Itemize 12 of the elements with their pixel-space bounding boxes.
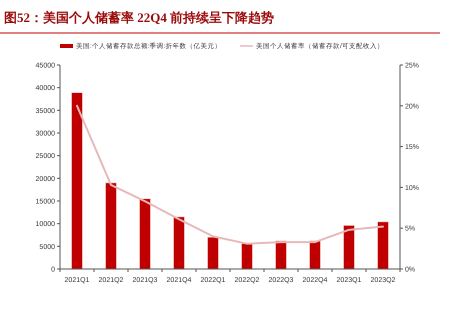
bar <box>139 198 151 270</box>
bar <box>173 216 185 270</box>
bar <box>309 240 321 270</box>
line-series <box>76 104 384 245</box>
chart-title: 图52：美国个人储蓄率 22Q4 前持续呈下降趋势 <box>4 10 274 25</box>
bar <box>275 240 287 270</box>
bar <box>71 92 83 270</box>
bar <box>377 222 389 270</box>
bar <box>241 243 253 270</box>
bar <box>207 236 219 270</box>
bar <box>343 225 355 270</box>
bar <box>105 182 117 270</box>
